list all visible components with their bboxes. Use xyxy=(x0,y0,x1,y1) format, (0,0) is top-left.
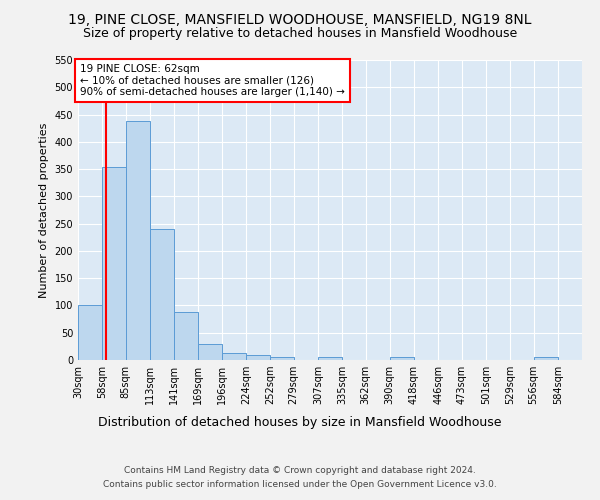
Text: 19, PINE CLOSE, MANSFIELD WOODHOUSE, MANSFIELD, NG19 8NL: 19, PINE CLOSE, MANSFIELD WOODHOUSE, MAN… xyxy=(68,12,532,26)
Bar xyxy=(174,312,199,360)
Bar xyxy=(199,344,222,360)
Text: Size of property relative to detached houses in Mansfield Woodhouse: Size of property relative to detached ho… xyxy=(83,28,517,40)
Bar xyxy=(102,168,125,360)
Y-axis label: Number of detached properties: Number of detached properties xyxy=(39,122,49,298)
Bar xyxy=(78,306,102,360)
Bar xyxy=(125,121,150,360)
Bar xyxy=(390,358,414,360)
Bar xyxy=(318,358,342,360)
Bar xyxy=(246,355,270,360)
Text: 19 PINE CLOSE: 62sqm
← 10% of detached houses are smaller (126)
90% of semi-deta: 19 PINE CLOSE: 62sqm ← 10% of detached h… xyxy=(80,64,344,97)
Text: Contains public sector information licensed under the Open Government Licence v3: Contains public sector information licen… xyxy=(103,480,497,489)
Bar xyxy=(533,358,558,360)
Bar xyxy=(222,353,246,360)
Text: Distribution of detached houses by size in Mansfield Woodhouse: Distribution of detached houses by size … xyxy=(98,416,502,429)
Bar xyxy=(270,356,293,360)
Text: Contains HM Land Registry data © Crown copyright and database right 2024.: Contains HM Land Registry data © Crown c… xyxy=(124,466,476,475)
Bar xyxy=(150,229,174,360)
